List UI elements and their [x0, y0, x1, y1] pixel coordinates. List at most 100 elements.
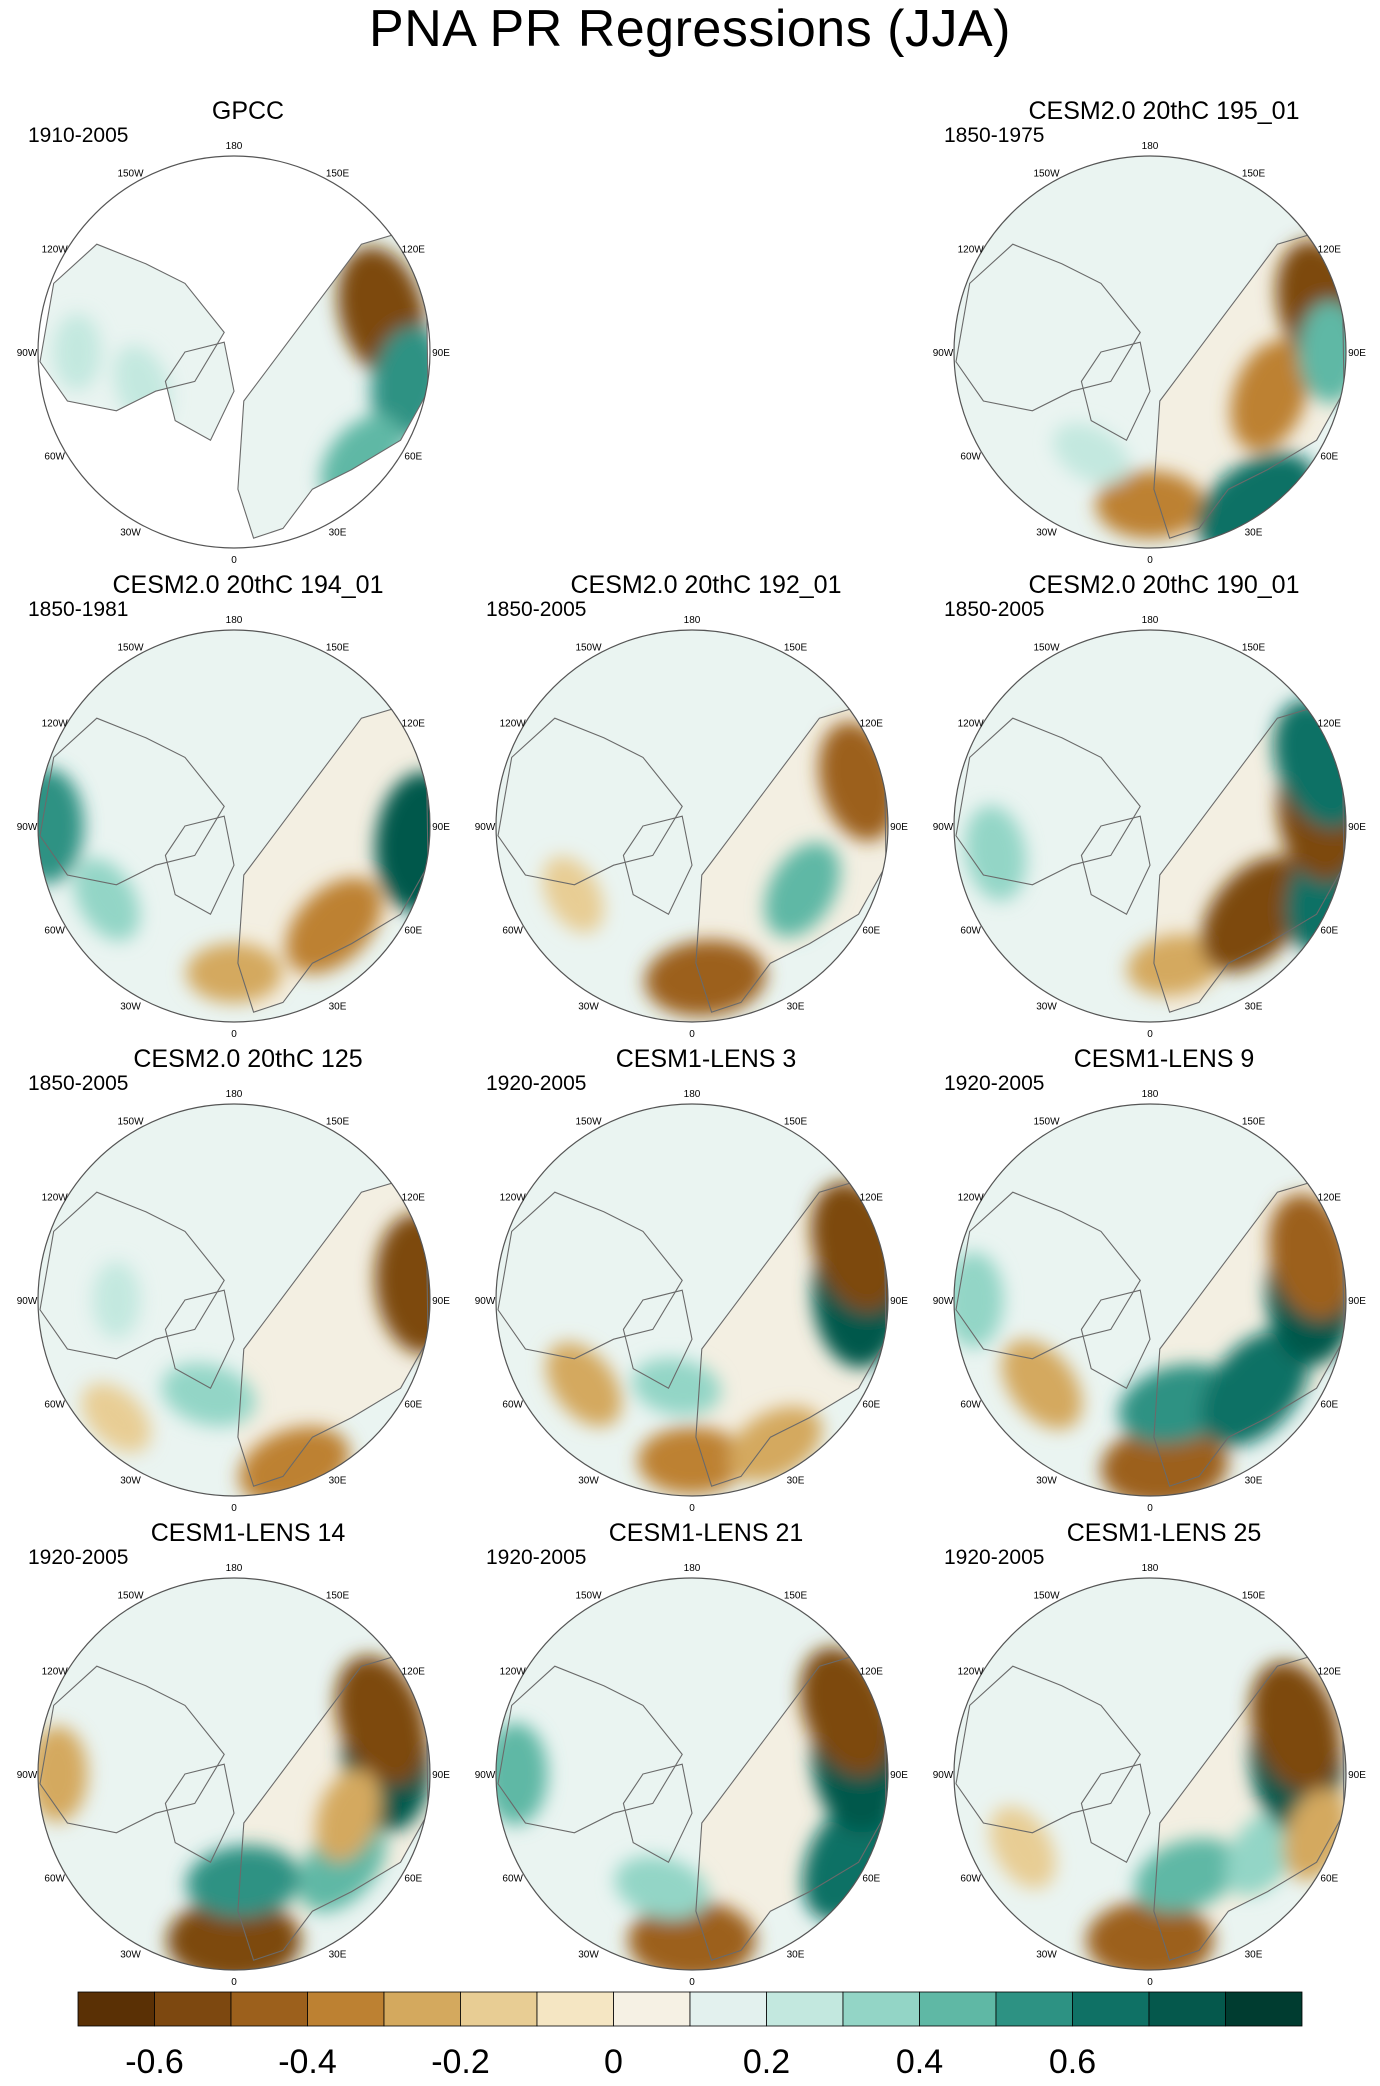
longitude-label: 150W: [117, 643, 144, 654]
anomaly-blob: [92, 1261, 141, 1339]
colorbar-tick-label: -0.4: [278, 2043, 337, 2081]
map-border: [953, 629, 1347, 1023]
longitude-label: 60W: [960, 452, 981, 463]
longitude-label: 120E: [1318, 1667, 1342, 1678]
colorbar-swatch: [842, 1991, 920, 2027]
longitude-label: 60W: [44, 452, 65, 463]
longitude-label: 120E: [860, 1667, 884, 1678]
colorbar-tick-label: -0.2: [431, 2043, 490, 2081]
longitude-label: 60E: [404, 926, 422, 937]
anomaly-blob: [1052, 423, 1130, 485]
anomaly-blob: [1250, 1661, 1341, 1793]
map-panel: CESM1-LENS 3 1920-2005 180 150E 120E 90E 60E 30…: [475, 1044, 926, 1514]
longitude-label: 150W: [575, 643, 602, 654]
longitude-label: 60E: [862, 1400, 880, 1411]
panel-period: 1850-1975: [944, 124, 1045, 147]
longitude-label: 90W: [933, 1770, 954, 1781]
longitude-label: 60W: [502, 1874, 523, 1885]
longitude-label: 90E: [432, 1296, 450, 1307]
longitude-label: 150E: [326, 643, 350, 654]
longitude-label: 120W: [500, 1667, 527, 1678]
longitude-label: 180: [1142, 141, 1159, 152]
longitude-label: 60W: [960, 926, 981, 937]
longitude-label: 90W: [475, 1770, 496, 1781]
coastline: [622, 1289, 693, 1389]
longitude-label: 90E: [1348, 348, 1366, 359]
longitude-label: 180: [226, 1089, 243, 1100]
longitude-label: 30W: [1036, 527, 1057, 538]
longitude-label: 180: [684, 1563, 701, 1574]
polar-map: 180 150E 120E 90E 60E 30E 0 30W 60W 90W 120W 150W: [933, 615, 1367, 1040]
longitude-label: 120W: [42, 719, 69, 730]
longitude-label: 90E: [890, 1296, 908, 1307]
longitude-label: 30E: [329, 527, 347, 538]
longitude-label: 60E: [404, 1400, 422, 1411]
panel-period: 1920-2005: [486, 1072, 587, 1095]
map-border: [37, 1103, 431, 1497]
panel-period: 1910-2005: [28, 124, 129, 147]
coastline: [1080, 1289, 1151, 1389]
colorbar-tick-label: 0.2: [743, 2043, 790, 2081]
longitude-label: 60W: [44, 926, 65, 937]
anomaly-blob: [1201, 1330, 1309, 1447]
anomaly-blob: [1126, 934, 1223, 996]
land-field: [165, 342, 234, 441]
coastline: [39, 717, 225, 886]
panel-title: CESM1-LENS 25: [1066, 1519, 1262, 1547]
anomaly-blob: [315, 1769, 381, 1862]
anomaly-blob: [285, 877, 382, 974]
map-border: [37, 629, 431, 1023]
longitude-label: 30E: [1245, 527, 1263, 538]
longitude-label: 30E: [1245, 1475, 1263, 1486]
polar-map: 180 150E 120E 90E 60E 30E 0 30W 60W 90W 120W 150W: [17, 1089, 451, 1514]
longitude-label: 30E: [329, 1949, 347, 1960]
longitude-label: 90E: [890, 822, 908, 833]
longitude-label: 180: [1142, 615, 1159, 626]
colorbar-tick-label: 0.4: [896, 2043, 943, 2081]
map-panel: CESM2.0 20thC 192_01 1850-2005 180 150E 120E…: [475, 570, 926, 1040]
map-panel: CESM2.0 20thC 195_01 1850-1975 180 150E 120E…: [933, 96, 1380, 566]
coastline: [955, 1665, 1141, 1834]
longitude-label: 120E: [860, 1193, 884, 1204]
longitude-label: 30W: [120, 1475, 141, 1486]
panel-period: 1850-2005: [944, 598, 1045, 621]
coastline: [1080, 815, 1151, 915]
longitude-label: 120E: [860, 719, 884, 730]
colorbar-tick-label: 0: [604, 2043, 623, 2081]
polar-map: 180 150E 120E 90E 60E 30E 0 30W 60W 90W 120W 150W: [475, 615, 909, 1040]
longitude-label: 30W: [578, 1001, 599, 1012]
longitude-label: 180: [684, 1089, 701, 1100]
longitude-label: 120E: [402, 245, 426, 256]
longitude-label: 60E: [404, 452, 422, 463]
map-border: [495, 629, 889, 1023]
longitude-label: 0: [689, 1977, 695, 1988]
map-border: [495, 1577, 889, 1971]
longitude-label: 120W: [958, 245, 985, 256]
coastline: [164, 1289, 235, 1389]
longitude-label: 150E: [1242, 643, 1266, 654]
panel-title: CESM1-LENS 9: [1073, 1045, 1255, 1073]
colorbar-swatch: [383, 1991, 461, 2027]
coastline: [622, 1763, 693, 1863]
colorbar-swatch: [154, 1991, 232, 2027]
longitude-label: 30E: [329, 1001, 347, 1012]
longitude-label: 180: [1142, 1563, 1159, 1574]
panel-period: 1920-2005: [944, 1072, 1045, 1095]
anomaly-blob: [1086, 1900, 1214, 1970]
longitude-label: 30W: [578, 1475, 599, 1486]
coastline: [497, 717, 683, 886]
longitude-label: 30E: [787, 1001, 805, 1012]
anomaly-blob: [496, 1722, 548, 1826]
coastline: [955, 717, 1141, 886]
colorbar-swatch: [919, 1991, 997, 2027]
longitude-label: 60W: [44, 1400, 65, 1411]
longitude-label: 30W: [1036, 1949, 1057, 1960]
longitude-label: 150E: [784, 1591, 808, 1602]
longitude-label: 90W: [17, 1296, 38, 1307]
longitude-label: 90W: [933, 348, 954, 359]
longitude-label: 150W: [575, 1591, 602, 1602]
longitude-label: 90W: [17, 348, 38, 359]
longitude-label: 30E: [1245, 1949, 1263, 1960]
anomaly-blob: [632, 1358, 722, 1416]
colorbar-swatch: [689, 1991, 767, 2027]
